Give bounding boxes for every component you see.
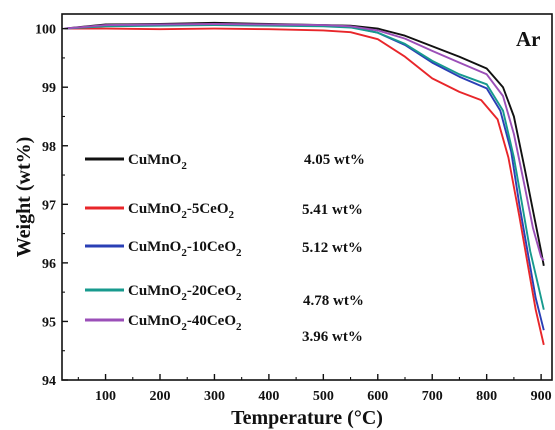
x-tick-label: 200 — [150, 389, 171, 404]
weight-loss-label-0: 4.05 wt% — [304, 152, 365, 168]
weight-loss-label-3: 4.78 wt% — [303, 293, 364, 309]
weight-loss-label-1: 5.41 wt% — [302, 202, 363, 218]
y-tick-label: 94 — [42, 374, 56, 389]
x-tick-label: 500 — [313, 389, 334, 404]
y-tick-label: 96 — [42, 257, 56, 272]
legend-label-2: CuMnO2-10CeO2 — [128, 239, 242, 259]
y-tick-label: 98 — [42, 140, 56, 155]
series-layer — [64, 21, 545, 346]
x-tick-label: 600 — [367, 389, 388, 404]
atmosphere-annotation: Ar — [516, 27, 541, 51]
y-tick-label: 100 — [35, 23, 56, 38]
legend: CuMnO2 4.05 wt% CuMnO2-5CeO2 5.41 wt% CuMnO2… — [85, 152, 365, 345]
series-line-1 — [64, 27, 545, 346]
plot-frame — [61, 13, 553, 381]
x-tick-label: 300 — [204, 389, 225, 404]
x-tick-label: 400 — [258, 389, 279, 404]
legend-label-1: CuMnO2-5CeO2 — [128, 201, 235, 221]
tick-layer: 100 200 300 400 500 600 700 800 900 94 95 96 97 98 99 1… — [35, 23, 552, 404]
legend-label-0: CuMnO2 — [128, 152, 187, 172]
x-tick-label: 800 — [476, 389, 497, 404]
x-axis-title: Temperature (°C) — [231, 407, 383, 429]
legend-label-4: CuMnO2-40CeO2 — [128, 313, 242, 333]
x-tick-label: 700 — [422, 389, 443, 404]
series-line-4 — [64, 23, 545, 262]
y-tick-label: 99 — [42, 81, 56, 96]
x-tick-label: 100 — [95, 389, 116, 404]
y-tick-label: 97 — [42, 198, 56, 213]
series-line-0 — [64, 21, 545, 266]
x-tick-label: 900 — [531, 389, 552, 404]
weight-loss-label-2: 5.12 wt% — [302, 240, 363, 256]
weight-loss-label-4: 3.96 wt% — [302, 329, 363, 345]
y-tick-label: 95 — [42, 315, 56, 330]
series-line-3 — [64, 24, 545, 310]
y-axis-title: Weight (wt%) — [13, 137, 35, 258]
legend-label-3: CuMnO2-20CeO2 — [128, 283, 242, 303]
